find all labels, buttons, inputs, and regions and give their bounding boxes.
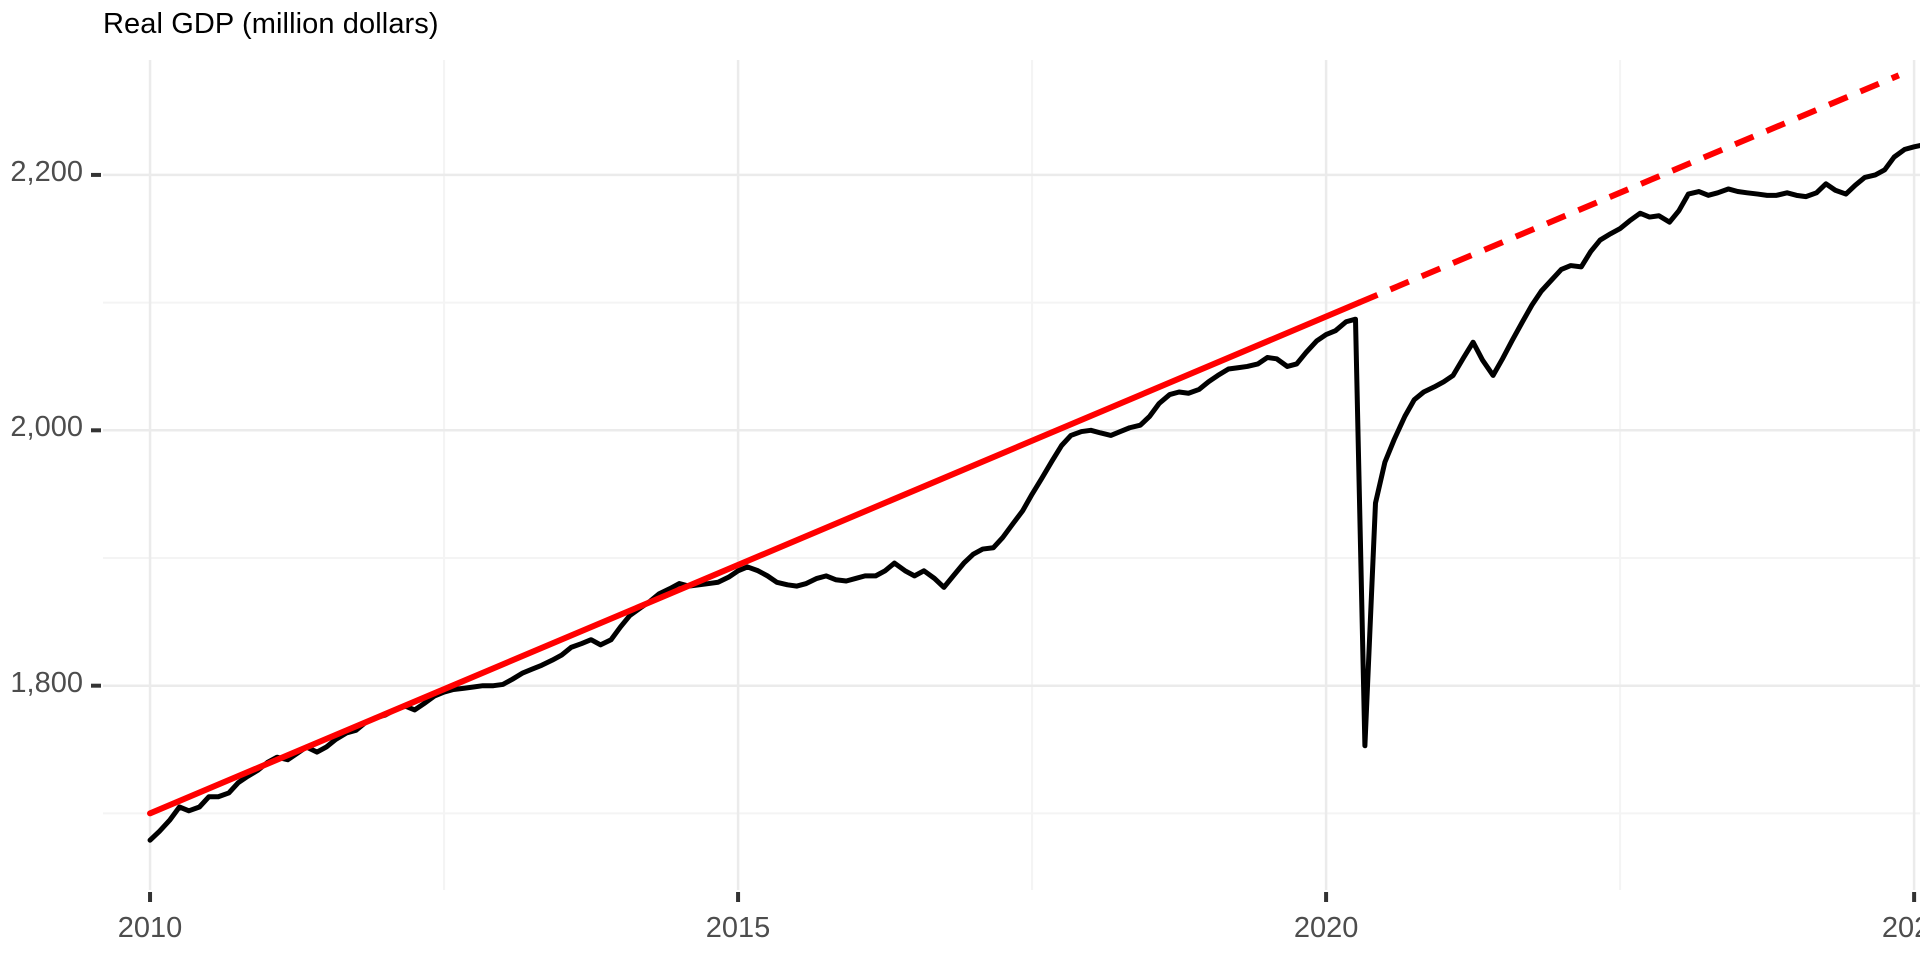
x-axis-label: 2015 [705, 912, 771, 944]
x-axis-label: 2025 [1881, 912, 1920, 944]
chart-title: Real GDP (million dollars) [103, 8, 439, 40]
major-horizontal-gridlines [103, 173, 1920, 687]
x-axis-label: 2020 [1293, 912, 1359, 944]
data-line-2 [1357, 72, 1900, 306]
data-line-1 [147, 299, 1363, 817]
data-series-group [147, 72, 1920, 843]
axis-tick-marks [91, 172, 1917, 902]
x-axis-label: 2010 [117, 912, 183, 944]
y-axis-label: 2,200 [10, 155, 83, 188]
y-axis-label: 1,800 [10, 666, 83, 699]
data-line-0 [147, 143, 1920, 843]
y-axis-label: 2,000 [10, 411, 83, 444]
major-vertical-gridlines [148, 60, 1916, 890]
minor-horizontal-gridlines [103, 60, 1920, 890]
